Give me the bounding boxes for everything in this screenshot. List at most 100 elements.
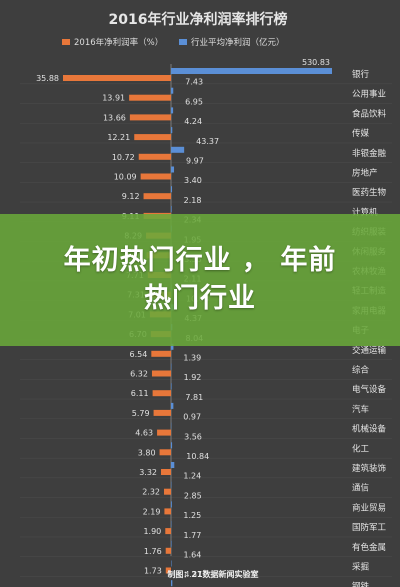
label-profit: 43.37 (196, 137, 219, 146)
bar-margin (165, 547, 171, 554)
label-profit: 4.24 (184, 117, 202, 126)
bar-profit (171, 127, 173, 134)
label-margin: 3.80 (138, 448, 156, 457)
label-margin: 2.32 (142, 488, 160, 497)
category-label: 汽车 (352, 404, 369, 415)
bar-margin (165, 567, 171, 574)
category-label: 计算机 (352, 207, 378, 218)
legend-label-margin: 2016年净利润率（%） (74, 37, 163, 48)
label-profit: 9.97 (186, 157, 204, 166)
bar-profit (171, 186, 173, 193)
bar-margin (159, 449, 171, 456)
label-profit: 530.83 (302, 58, 330, 67)
bar-margin (151, 350, 171, 357)
legend-label-profit: 行业平均净利润（亿元） (191, 37, 285, 48)
headline-banner: 年初热门行业 ， 年前热门行业 (0, 214, 400, 346)
footer-credit: 制图：21数据新闻实验室 (167, 569, 258, 579)
label-margin: 1.73 (144, 567, 162, 576)
legend: 2016年净利润率（%） 行业平均净利润（亿元） (62, 37, 285, 48)
bar-profit (171, 501, 172, 508)
bar-profit (171, 205, 172, 212)
label-margin: 35.88 (36, 74, 59, 83)
bar-profit (171, 87, 174, 94)
category-label: 钢铁 (352, 581, 370, 587)
category-label: 机械设备 (352, 424, 387, 435)
bar-margin (157, 429, 171, 436)
label-profit: 3.56 (184, 432, 202, 441)
bar-profit (171, 146, 185, 153)
category-label: 房地产 (352, 168, 378, 179)
label-profit: 10.84 (186, 452, 209, 461)
label-profit: 1.24 (183, 472, 201, 481)
bar-profit (171, 343, 174, 350)
label-margin: 1.76 (144, 547, 162, 556)
bar-profit (171, 166, 175, 173)
bar-margin (164, 488, 171, 495)
bar-margin (151, 370, 171, 377)
bar-margin (138, 153, 171, 160)
label-margin: 1.90 (143, 527, 161, 536)
label-margin: 6.11 (131, 389, 149, 398)
category-label: 采掘 (352, 562, 369, 573)
label-margin: 9.12 (122, 192, 140, 201)
category-label: 化工 (352, 443, 370, 454)
category-label: 银行 (352, 69, 370, 80)
bar-profit (171, 383, 172, 390)
category-label: 国防军工 (352, 522, 387, 533)
category-label: 电气设备 (352, 384, 387, 395)
bar-margin (129, 94, 171, 101)
bar-margin (153, 409, 171, 416)
label-profit: 4.37 (184, 570, 202, 579)
bar-margin (140, 173, 171, 180)
bar-profit (171, 68, 332, 74)
label-profit: 1.92 (184, 373, 202, 382)
bar-margin (143, 193, 171, 200)
bar-profit (171, 580, 173, 587)
label-margin: 5.79 (132, 409, 150, 418)
bar-profit (171, 540, 172, 547)
category-label: 传媒 (352, 128, 370, 139)
category-label: 商业贸易 (352, 502, 386, 513)
label-profit: 1.39 (183, 354, 201, 363)
label-margin: 12.21 (107, 133, 130, 142)
category-label: 有色金属 (352, 542, 386, 553)
label-margin: 2.19 (143, 507, 161, 516)
label-margin: 6.54 (130, 350, 148, 359)
category-label: 医药生物 (352, 187, 387, 198)
bar-margin (152, 390, 171, 397)
label-margin: 3.32 (139, 468, 157, 477)
category-label: 交通运输 (352, 345, 387, 356)
label-profit: 2.18 (184, 196, 202, 205)
bar-margin (164, 508, 171, 515)
label-profit: 7.43 (185, 78, 203, 87)
category-label: 非银金融 (352, 148, 387, 159)
label-profit: 1.25 (183, 511, 201, 520)
category-label: 综合 (352, 365, 370, 376)
label-profit: 1.77 (184, 531, 202, 540)
category-label: 食品饮料 (352, 108, 387, 119)
bar-profit (171, 442, 173, 449)
legend-swatch-profit (179, 39, 187, 45)
category-label: 公用事业 (352, 89, 386, 100)
bar-margin (161, 469, 171, 475)
category-label: 通信 (352, 483, 370, 494)
bar-margin (129, 114, 171, 121)
legend-swatch-margin (62, 39, 70, 45)
label-margin: 13.91 (102, 94, 125, 103)
bar-profit (171, 107, 174, 114)
label-margin: 6.32 (130, 370, 148, 379)
label-margin: 10.72 (112, 153, 135, 162)
bar-margin (63, 75, 171, 81)
label-margin: 10.09 (114, 173, 137, 182)
label-profit: 2.85 (184, 491, 202, 500)
bar-profit (171, 462, 175, 468)
bar-margin (134, 134, 171, 141)
bar-margin (165, 528, 171, 535)
label-profit: 3.40 (184, 176, 202, 185)
category-label: 建筑装饰 (352, 463, 387, 474)
label-profit: 7.81 (185, 393, 203, 402)
label-margin: 4.63 (135, 429, 153, 438)
label-profit: 6.95 (185, 97, 203, 106)
headline-text: 年初热门行业 ， 年前热门行业 (63, 245, 337, 314)
chart-title: 2016年行业净利润率排行榜 (109, 11, 288, 28)
